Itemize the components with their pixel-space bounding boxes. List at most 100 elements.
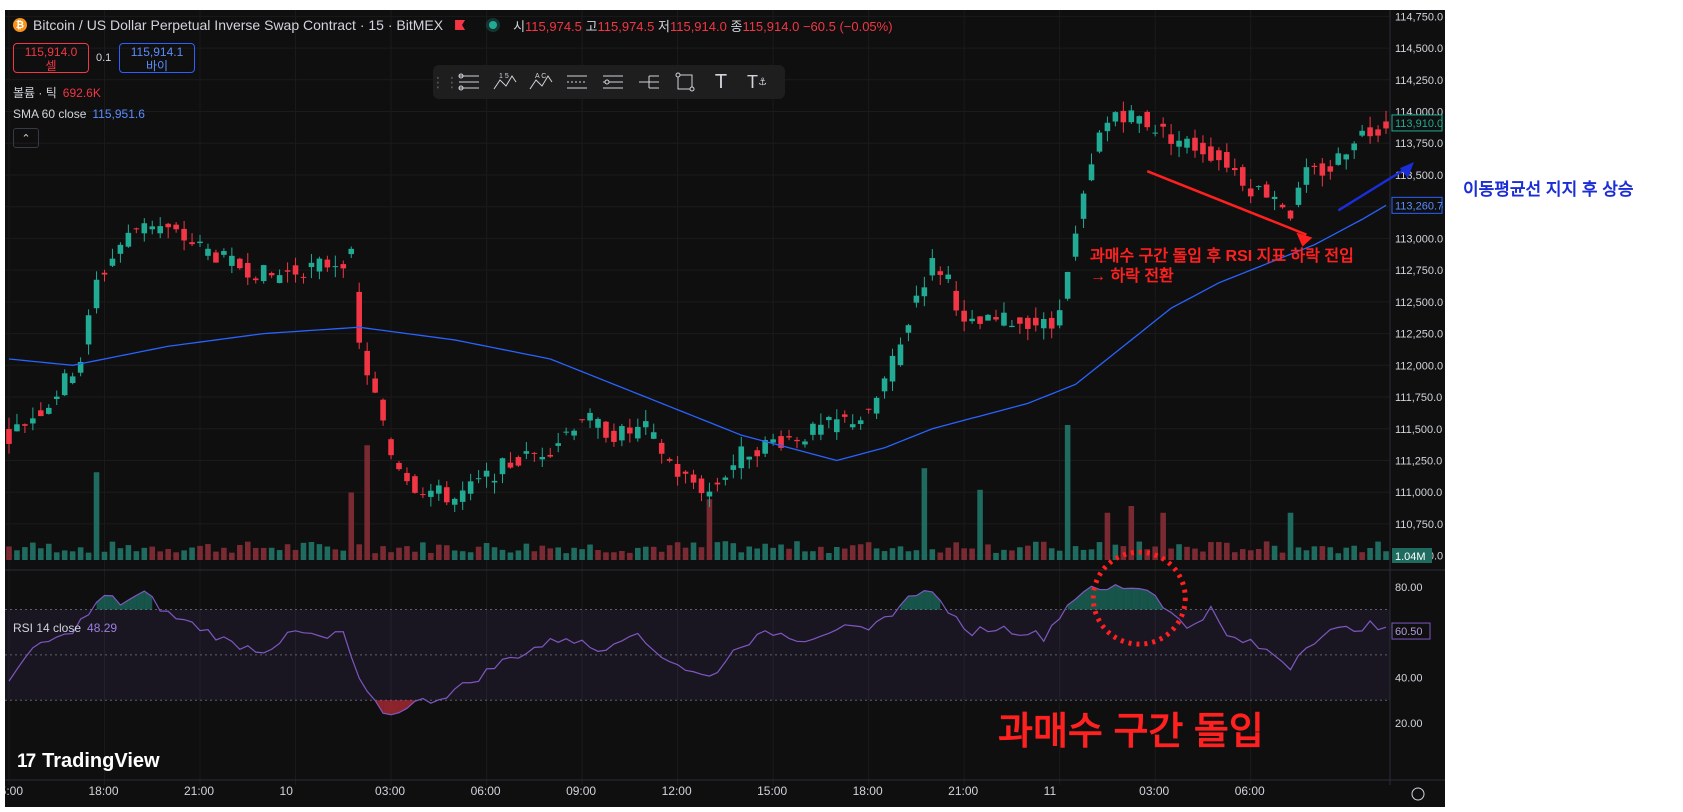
candle <box>889 355 896 382</box>
volume-bar <box>515 550 522 560</box>
rsi-overbought-fill <box>1147 590 1156 610</box>
candle <box>993 317 999 320</box>
regression-icon[interactable] <box>595 67 631 97</box>
candle <box>857 420 864 425</box>
candle <box>22 424 28 426</box>
volume-bar <box>563 553 569 560</box>
candle <box>316 258 323 272</box>
pitchfork-icon[interactable] <box>631 67 667 97</box>
symbol-title[interactable]: Bitcoin / US Dollar Perpetual Inverse Sw… <box>33 17 444 33</box>
volume-bar <box>849 545 856 560</box>
candle <box>348 248 355 255</box>
collapse-legend-button[interactable]: ⌃ <box>13 128 39 148</box>
price-tick-label: 114,750.0 <box>1395 11 1443 23</box>
candle <box>547 454 554 457</box>
volume-bar <box>1239 549 1246 560</box>
candle <box>260 265 267 282</box>
volume-legend[interactable]: 볼륨 · 틱 692.6K <box>13 86 101 100</box>
volume-bar <box>181 550 187 560</box>
candle <box>1319 163 1326 176</box>
symbol-header: ₿ Bitcoin / US Dollar Perpetual Inverse … <box>13 16 893 34</box>
candle <box>276 275 283 283</box>
volume-bar <box>332 549 339 560</box>
chart-canvas[interactable]: 114,750.0114,500.0114,250.0114,000.0113,… <box>0 10 1445 807</box>
drag-handle-icon[interactable]: ⋮⋮ <box>431 73 459 90</box>
candle <box>1152 132 1158 134</box>
volume-bar <box>1311 546 1318 560</box>
candle <box>849 424 856 428</box>
candle <box>1080 193 1087 219</box>
candle <box>794 439 800 442</box>
candle <box>563 431 569 433</box>
fibonacci-pattern-icon[interactable]: 1 5 <box>487 67 523 97</box>
horizontal-lines-icon[interactable] <box>451 67 487 97</box>
flag-icon[interactable] <box>455 20 466 30</box>
candle <box>977 316 983 324</box>
volume-bar <box>1383 551 1389 560</box>
anchored-text-icon[interactable]: T ⚓ <box>747 71 767 92</box>
candle <box>1120 110 1127 123</box>
volume-bar <box>539 545 546 560</box>
change-readout: −60.5 (−0.05%) <box>802 18 893 34</box>
candle <box>571 430 577 436</box>
volume-bar <box>53 552 60 560</box>
chart-area[interactable]: 114,750.0 114,500.0 114,250.0 114,000.0 113,… <box>0 10 1445 807</box>
volume-bar <box>762 543 768 560</box>
tradingview-logo[interactable]: 17 TradingView <box>17 750 160 772</box>
candle <box>459 490 466 502</box>
candle <box>802 441 808 445</box>
candle <box>905 325 912 333</box>
candle <box>197 241 203 244</box>
sell-button[interactable]: 115,914.0 셀 <box>13 43 89 73</box>
volume-bar <box>587 544 593 560</box>
time-tick-label: 21:00 <box>948 784 978 798</box>
price-tick-label: 112,750.0 <box>1395 265 1443 277</box>
candle <box>252 278 259 281</box>
overbought-highlight-circle <box>1090 549 1188 647</box>
volume-bar <box>356 544 362 560</box>
volume-bar <box>1343 547 1350 560</box>
blue-arrowhead-icon <box>1399 162 1414 179</box>
volume-bar <box>658 551 665 560</box>
abcd-pattern-icon[interactable]: A C <box>523 67 559 97</box>
candle <box>388 439 394 456</box>
rsi-value-label: 60.50 <box>1395 626 1423 638</box>
rsi-legend[interactable]: RSI 14 close 48.29 <box>13 621 118 635</box>
candle <box>412 476 418 493</box>
volume-bar <box>873 548 880 560</box>
candle <box>650 432 657 439</box>
candle <box>244 262 251 278</box>
volume-bar <box>1303 550 1310 560</box>
candle <box>213 252 219 263</box>
volume-bar <box>1160 512 1166 560</box>
volume-bar <box>1327 547 1334 560</box>
volume-bar <box>1128 506 1135 560</box>
candle <box>666 459 673 461</box>
volume-bar <box>826 552 832 560</box>
rectangle-icon[interactable] <box>667 67 703 97</box>
parallel-channel-icon[interactable] <box>559 67 595 97</box>
candle <box>1239 167 1246 186</box>
candle <box>491 480 498 483</box>
candle <box>1327 166 1334 172</box>
volume-bar <box>30 542 36 560</box>
candle <box>141 223 148 234</box>
buy-button[interactable]: 115,914.1 바이 <box>119 43 195 73</box>
volume-bar <box>945 547 952 560</box>
candle <box>1144 111 1151 128</box>
volume-bar <box>1001 549 1007 560</box>
volume-bar <box>1104 512 1111 560</box>
candle <box>85 315 92 345</box>
volume-bar <box>1009 550 1015 560</box>
candle <box>189 242 195 245</box>
sma-price-box <box>1391 196 1443 214</box>
rsi-oversold-fill <box>383 700 392 715</box>
candle <box>1359 130 1365 136</box>
sma-legend[interactable]: SMA 60 close 115,951.6 <box>13 107 145 121</box>
drawing-toolbar[interactable]: ⋮⋮ 1 5 A C T T ⚓ <box>431 65 785 99</box>
volume-bar <box>45 543 52 560</box>
candle <box>635 426 641 439</box>
text-icon[interactable]: T <box>714 70 728 93</box>
volume-bar <box>841 548 848 560</box>
volume-bar <box>754 548 760 560</box>
